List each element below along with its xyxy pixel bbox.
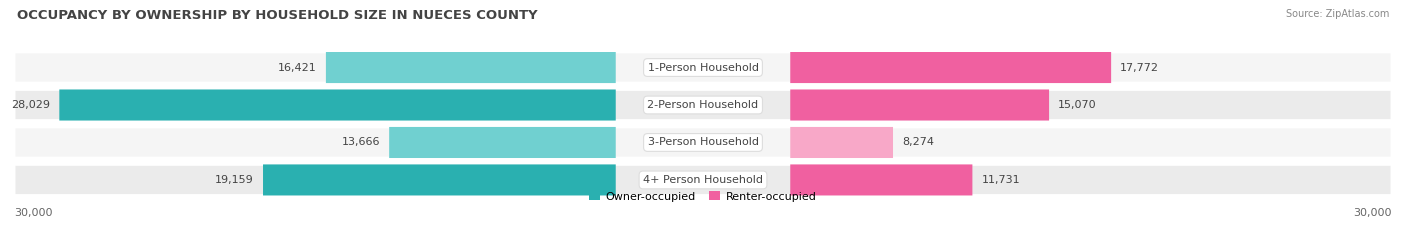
FancyBboxPatch shape <box>790 164 973 195</box>
FancyBboxPatch shape <box>790 127 893 158</box>
Text: 3-Person Household: 3-Person Household <box>648 137 758 147</box>
FancyBboxPatch shape <box>790 89 1049 120</box>
FancyBboxPatch shape <box>790 52 1111 83</box>
FancyBboxPatch shape <box>14 89 1392 120</box>
Text: 11,731: 11,731 <box>981 175 1021 185</box>
Text: 30,000: 30,000 <box>14 208 52 217</box>
FancyBboxPatch shape <box>263 164 616 195</box>
FancyBboxPatch shape <box>59 89 616 120</box>
FancyBboxPatch shape <box>326 52 616 83</box>
Text: 19,159: 19,159 <box>215 175 254 185</box>
Text: 13,666: 13,666 <box>342 137 380 147</box>
Text: 8,274: 8,274 <box>903 137 934 147</box>
Legend: Owner-occupied, Renter-occupied: Owner-occupied, Renter-occupied <box>585 187 821 206</box>
Text: 30,000: 30,000 <box>1354 208 1392 217</box>
Text: 2-Person Household: 2-Person Household <box>647 100 759 110</box>
FancyBboxPatch shape <box>14 127 1392 158</box>
Text: 16,421: 16,421 <box>278 62 316 72</box>
Text: 28,029: 28,029 <box>11 100 51 110</box>
Text: Source: ZipAtlas.com: Source: ZipAtlas.com <box>1285 9 1389 19</box>
Text: OCCUPANCY BY OWNERSHIP BY HOUSEHOLD SIZE IN NUECES COUNTY: OCCUPANCY BY OWNERSHIP BY HOUSEHOLD SIZE… <box>17 9 537 22</box>
Text: 4+ Person Household: 4+ Person Household <box>643 175 763 185</box>
Text: 1-Person Household: 1-Person Household <box>648 62 758 72</box>
FancyBboxPatch shape <box>14 52 1392 83</box>
FancyBboxPatch shape <box>389 127 616 158</box>
FancyBboxPatch shape <box>14 164 1392 195</box>
Text: 15,070: 15,070 <box>1059 100 1097 110</box>
Text: 17,772: 17,772 <box>1121 62 1160 72</box>
